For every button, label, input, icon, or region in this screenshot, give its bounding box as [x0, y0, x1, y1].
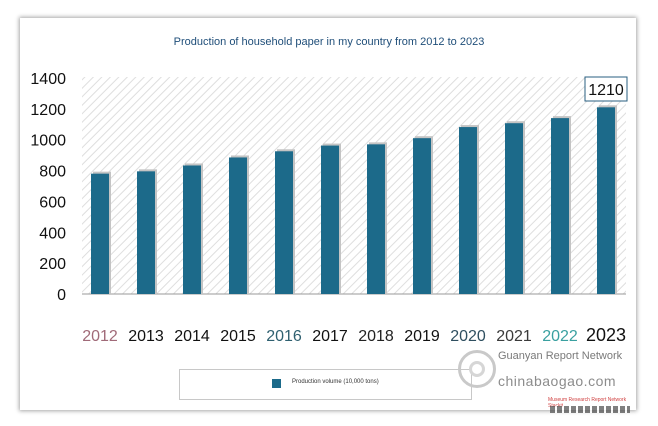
watermark: Guanyan Report Network chinabaogao.com M… — [458, 346, 638, 416]
x-tick-label: 2019 — [404, 328, 440, 345]
y-tick-label: 1000 — [30, 133, 66, 150]
y-tick-label: 1400 — [30, 71, 66, 88]
chart-title: Production of household paper in my coun… — [173, 36, 485, 48]
bar — [505, 123, 523, 294]
x-tick-label: 2015 — [220, 328, 256, 345]
bar — [597, 107, 615, 294]
x-tick-label: 2012 — [82, 328, 118, 345]
x-tick-label: 2014 — [174, 328, 210, 345]
bar — [459, 127, 477, 294]
x-tick-label: 2016 — [266, 328, 302, 345]
x-tick-label: 2021 — [496, 328, 532, 345]
annotation-box — [584, 76, 628, 102]
x-tick-label: 2022 — [542, 328, 578, 345]
x-tick-label: 2023 — [586, 325, 626, 345]
bar — [367, 144, 385, 294]
watermark-logo-icon — [458, 350, 496, 388]
bar — [551, 118, 569, 294]
y-tick-label: 400 — [39, 225, 66, 242]
x-tick-label: 2018 — [358, 328, 394, 345]
plot-area — [82, 77, 626, 294]
legend: Production volume (10,000 tons) — [179, 369, 472, 400]
bar — [137, 171, 155, 294]
bar — [229, 157, 247, 294]
watermark-redaction — [550, 406, 630, 413]
y-tick-label: 800 — [39, 164, 66, 181]
x-tick-label: 2020 — [450, 328, 486, 345]
y-tick-label: 600 — [39, 194, 66, 211]
y-tick-label: 200 — [39, 256, 66, 273]
bar — [183, 165, 201, 294]
annotation-label: 1210 — [588, 82, 624, 99]
y-tick-label: 0 — [57, 287, 66, 304]
watermark-site: chinabaogao.com — [498, 373, 617, 389]
x-tick-label: 2017 — [312, 328, 348, 345]
x-tick-label: 2013 — [128, 328, 164, 345]
bar — [321, 145, 339, 294]
bar — [91, 173, 109, 294]
bar — [413, 138, 431, 294]
legend-label: Production volume (10,000 tons) — [292, 379, 379, 385]
bar — [275, 151, 293, 294]
y-tick-label: 1200 — [30, 102, 66, 119]
legend-swatch — [272, 379, 281, 388]
watermark-name: Guanyan Report Network — [498, 350, 623, 362]
